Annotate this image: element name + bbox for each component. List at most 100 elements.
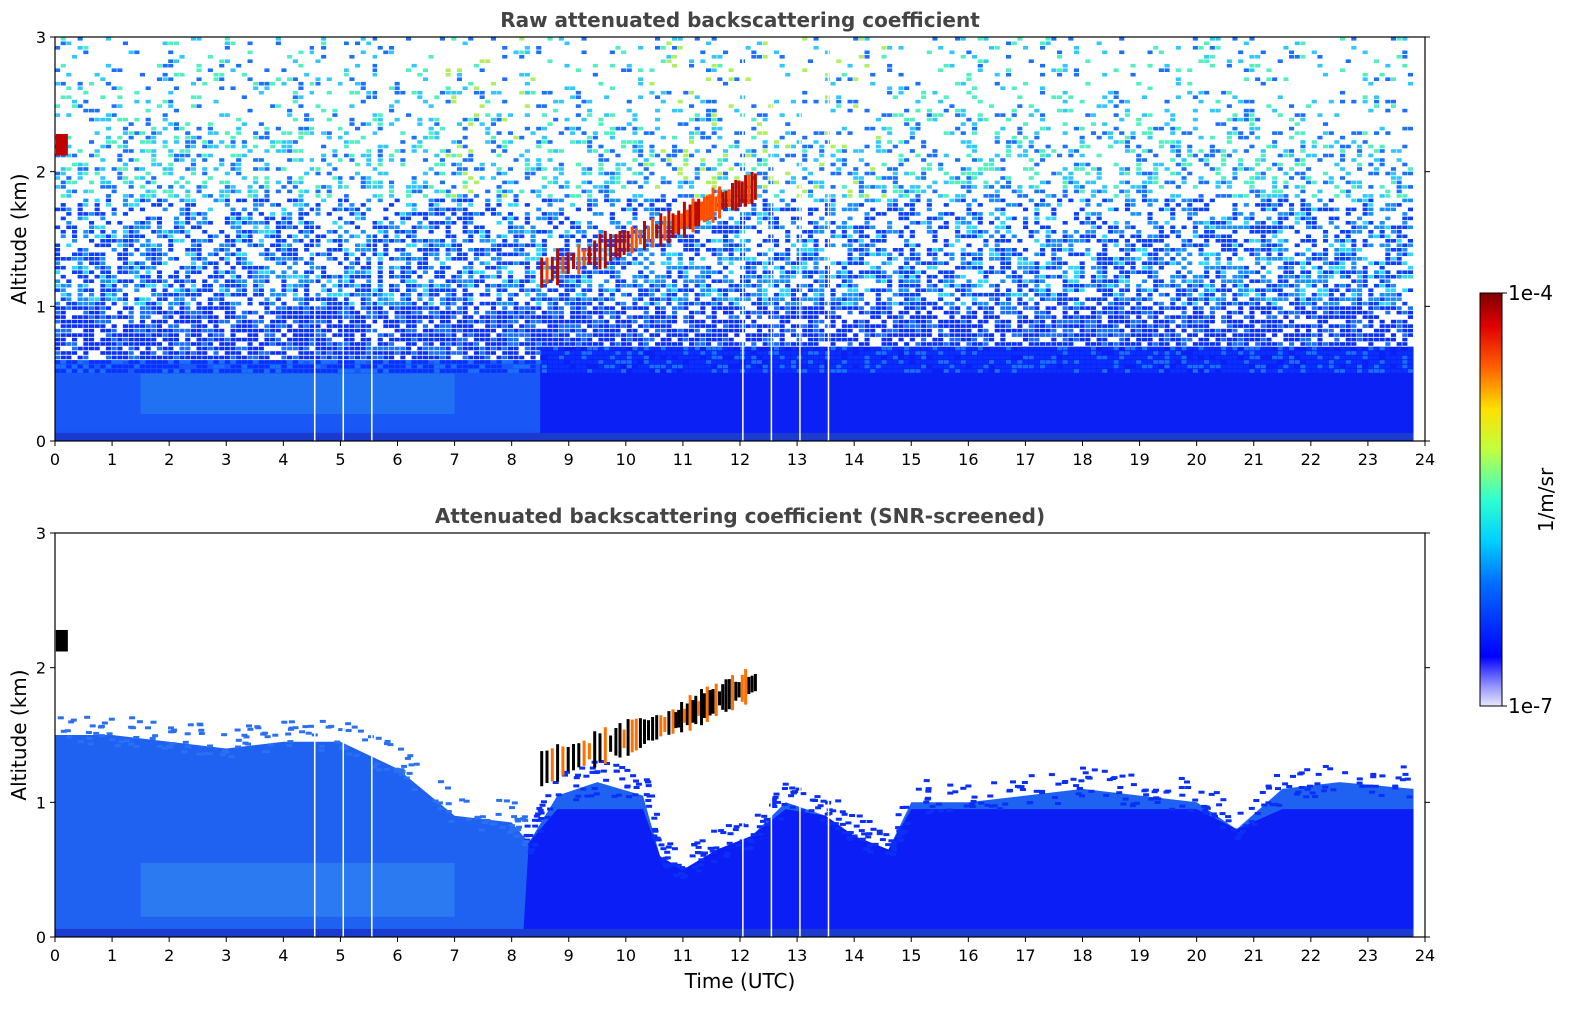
cloud-mark (659, 715, 663, 737)
cloud-mark (740, 181, 744, 204)
y-tick-label: 3 (36, 524, 46, 543)
cloud-mark (659, 213, 663, 247)
colorbar: 1e-4 1e-7 1/m/sr (1479, 281, 1558, 718)
cloud-mark (688, 204, 692, 230)
x-tick-label: 1 (107, 946, 117, 965)
x-tick-label: 18 (1072, 450, 1092, 469)
panel-title: Raw attenuated backscattering coefficien… (500, 8, 980, 32)
cloud-mark (634, 718, 638, 751)
x-tick-label: 5 (335, 946, 345, 965)
cloud-mark (674, 712, 678, 729)
cloud-mark (724, 191, 728, 208)
cloud-mark (663, 216, 667, 241)
cloud-mark (705, 195, 709, 221)
y-tick-label: 0 (36, 432, 46, 451)
x-tick-label: 7 (449, 946, 459, 965)
x-axis: 0 1 2 3 4 5 6 7 8 9 10 11 12 13 14 15 16 17 18 19 20 21 22 23 24 (50, 441, 1435, 469)
panel-snr-screened: Attenuated backscattering coefficient (S… (7, 504, 1435, 993)
cloud-mark (577, 244, 581, 275)
x-tick-label: 11 (673, 450, 693, 469)
cloud-mark (708, 690, 712, 716)
cloud-mark (550, 748, 554, 782)
x-tick-label: 10 (616, 946, 636, 965)
cloud-mark (638, 718, 642, 748)
cloud-mark (747, 676, 751, 694)
cloud-mark (647, 720, 650, 741)
x-tick-label: 24 (1415, 450, 1435, 469)
x-tick-label: 1 (107, 450, 117, 469)
cloud-mark (721, 192, 725, 210)
data-marks (55, 37, 1425, 441)
cloud-mark (718, 691, 721, 706)
x-tick-label: 16 (958, 450, 978, 469)
x-tick-label: 23 (1358, 946, 1378, 965)
x-tick-label: 9 (564, 946, 574, 965)
cloud-mark (622, 729, 626, 749)
cloud-mark (603, 230, 607, 269)
cloud-mark (680, 213, 684, 229)
x-tick-label: 8 (507, 946, 517, 965)
cloud-mark (677, 709, 681, 728)
cloud-mark (572, 253, 575, 269)
cloud-mark (593, 240, 597, 267)
cloud-mark (667, 210, 671, 244)
colorbar-max-label: 1e-4 (1508, 281, 1553, 305)
cloud-mark (714, 683, 718, 716)
cloud-mark (714, 196, 718, 212)
cloud-mark (685, 703, 689, 726)
x-tick-label: 7 (449, 450, 459, 469)
x-tick-label: 12 (730, 946, 750, 965)
cloud-mark (626, 230, 630, 252)
y-axis: 0 1 2 3 (36, 28, 1430, 451)
y-axis-label: Altitude (km) (7, 669, 31, 800)
cloud-mark (647, 226, 650, 243)
cloud-mark (697, 701, 701, 716)
x-tick-label: 22 (1301, 946, 1321, 965)
x-tick-label: 15 (901, 946, 921, 965)
cloud-mark (734, 180, 738, 211)
cloud-mark (744, 175, 748, 207)
cloud-mark (651, 218, 655, 248)
x-tick-label: 3 (221, 450, 231, 469)
x-tick-label: 16 (958, 946, 978, 965)
colorbar-gradient (1479, 292, 1503, 707)
cloud-mark (630, 719, 634, 753)
cloud-mark (566, 252, 570, 274)
x-tick-label: 22 (1301, 450, 1321, 469)
cloud-mark (614, 234, 618, 258)
cloud-mark (694, 201, 698, 227)
cloud-mark (708, 194, 712, 220)
cloud-mark (734, 681, 738, 701)
x-tick-label: 11 (673, 946, 693, 965)
cloud-mark (685, 209, 689, 227)
cloud-mark (691, 700, 695, 723)
cloud-mark (724, 679, 728, 712)
cloud-mark (622, 230, 626, 255)
cloud-mark (587, 743, 591, 760)
cloud-mark (655, 224, 659, 239)
cloud-mark (705, 686, 709, 722)
cloud-mark (603, 727, 607, 764)
cloud-mark (671, 213, 675, 238)
cloud-mark (572, 744, 575, 771)
x-tick-label: 20 (1186, 450, 1206, 469)
x-tick-label: 24 (1415, 946, 1435, 965)
data-marks (55, 533, 1425, 937)
cloud-mark (577, 743, 581, 768)
cloud-mark (727, 189, 731, 207)
cloud-mark (750, 171, 754, 205)
cloud-mark (540, 257, 544, 288)
cloud-mark (711, 187, 715, 223)
cloud-mark (593, 731, 597, 768)
colorbar-unit-label: 1/m/sr (1534, 467, 1558, 532)
cloud-mark (545, 257, 549, 285)
cloud-mark (753, 674, 757, 692)
cloud-mark (694, 695, 698, 725)
x-tick-label: 4 (278, 946, 288, 965)
cloud-mark (737, 180, 741, 208)
x-tick-label: 14 (844, 946, 864, 965)
x-tick-label: 13 (787, 946, 807, 965)
cloud-mark (682, 201, 686, 238)
cloud-mark (582, 248, 586, 266)
cloud-mark (691, 198, 695, 233)
